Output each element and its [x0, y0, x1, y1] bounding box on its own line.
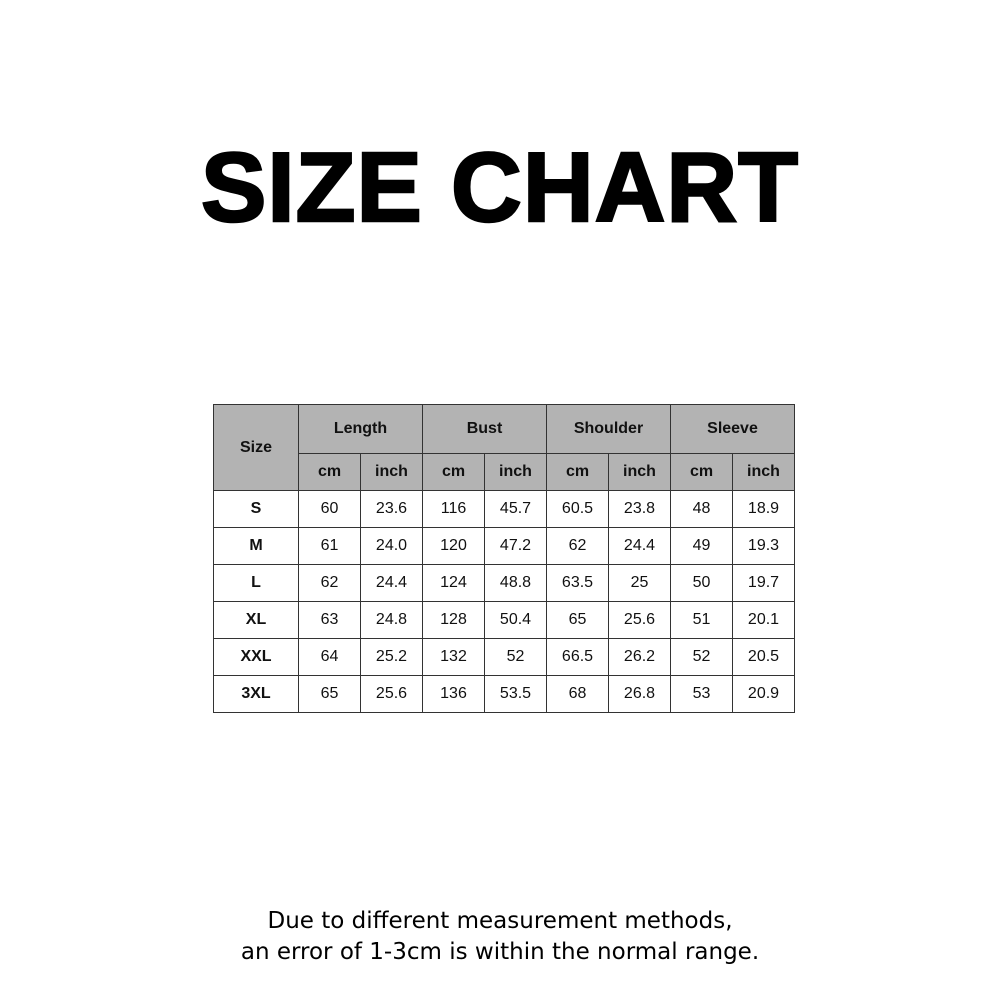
table-cell: 19.3 — [732, 527, 795, 565]
unit-header-inch: inch — [608, 453, 671, 491]
table-row: XL 63 24.8 128 50.4 65 25.6 51 20.1 — [213, 601, 795, 639]
table-cell: 24.4 — [360, 564, 423, 602]
unit-header-inch: inch — [360, 453, 423, 491]
table-cell: 53 — [670, 675, 733, 713]
size-label: L — [213, 564, 299, 602]
table-cell: 136 — [422, 675, 485, 713]
table-cell: 53.5 — [484, 675, 547, 713]
table-row: 3XL 65 25.6 136 53.5 68 26.8 53 20.9 — [213, 675, 795, 713]
table-row: L 62 24.4 124 48.8 63.5 25 50 19.7 — [213, 564, 795, 602]
size-label: 3XL — [213, 675, 299, 713]
table-cell: 62 — [298, 564, 361, 602]
table-cell: 116 — [422, 490, 485, 528]
table-cell: 50.4 — [484, 601, 547, 639]
table-cell: 62 — [546, 527, 609, 565]
measurement-note: Due to different measurement methods, an… — [0, 906, 1000, 968]
size-label: S — [213, 490, 299, 528]
table-cell: 65 — [298, 675, 361, 713]
table-cell: 60.5 — [546, 490, 609, 528]
unit-header-inch: inch — [484, 453, 547, 491]
unit-header-inch: inch — [732, 453, 795, 491]
unit-header-cm: cm — [546, 453, 609, 491]
table-cell: 51 — [670, 601, 733, 639]
table-cell: 25.6 — [608, 601, 671, 639]
column-group-sleeve: Sleeve — [670, 404, 795, 454]
size-table: Size Length Bust Shoulder Sleeve cm inch cm in… — [213, 404, 795, 713]
table-cell: 20.1 — [732, 601, 795, 639]
table-cell: 124 — [422, 564, 485, 602]
table-cell: 52 — [484, 638, 547, 676]
table-cell: 48 — [670, 490, 733, 528]
table-cell: 63.5 — [546, 564, 609, 602]
column-group-bust: Bust — [422, 404, 547, 454]
table-cell: 45.7 — [484, 490, 547, 528]
table-cell: 120 — [422, 527, 485, 565]
table-cell: 68 — [546, 675, 609, 713]
table-cell: 49 — [670, 527, 733, 565]
size-label: M — [213, 527, 299, 565]
table-cell: 19.7 — [732, 564, 795, 602]
table-cell: 24.4 — [608, 527, 671, 565]
column-group-shoulder: Shoulder — [546, 404, 671, 454]
table-cell: 23.8 — [608, 490, 671, 528]
size-label: XL — [213, 601, 299, 639]
unit-header-cm: cm — [670, 453, 733, 491]
table-cell: 63 — [298, 601, 361, 639]
table-cell: 61 — [298, 527, 361, 565]
page-title: SIZE CHART — [200, 131, 800, 244]
table-cell: 25.6 — [360, 675, 423, 713]
size-label: XXL — [213, 638, 299, 676]
table-cell: 132 — [422, 638, 485, 676]
table-cell: 52 — [670, 638, 733, 676]
table-cell: 26.8 — [608, 675, 671, 713]
column-group-length: Length — [298, 404, 423, 454]
size-header: Size — [213, 404, 299, 491]
table-cell: 50 — [670, 564, 733, 602]
table-cell: 24.8 — [360, 601, 423, 639]
table-cell: 48.8 — [484, 564, 547, 602]
note-line-1: Due to different measurement methods, — [267, 908, 733, 934]
table-cell: 24.0 — [360, 527, 423, 565]
unit-header-cm: cm — [422, 453, 485, 491]
table-cell: 65 — [546, 601, 609, 639]
table-cell: 66.5 — [546, 638, 609, 676]
table-cell: 25.2 — [360, 638, 423, 676]
table-cell: 26.2 — [608, 638, 671, 676]
table-cell: 18.9 — [732, 490, 795, 528]
table-cell: 20.5 — [732, 638, 795, 676]
table-row: S 60 23.6 116 45.7 60.5 23.8 48 18.9 — [213, 490, 795, 528]
table-cell: 64 — [298, 638, 361, 676]
unit-header-cm: cm — [298, 453, 361, 491]
table-cell: 47.2 — [484, 527, 547, 565]
table-cell: 25 — [608, 564, 671, 602]
table-cell: 23.6 — [360, 490, 423, 528]
table-cell: 128 — [422, 601, 485, 639]
note-line-2: an error of 1-3cm is within the normal r… — [240, 939, 760, 965]
table-cell: 20.9 — [732, 675, 795, 713]
table-row: XXL 64 25.2 132 52 66.5 26.2 52 20.5 — [213, 638, 795, 676]
table-row: M 61 24.0 120 47.2 62 24.4 49 19.3 — [213, 527, 795, 565]
table-cell: 60 — [298, 490, 361, 528]
